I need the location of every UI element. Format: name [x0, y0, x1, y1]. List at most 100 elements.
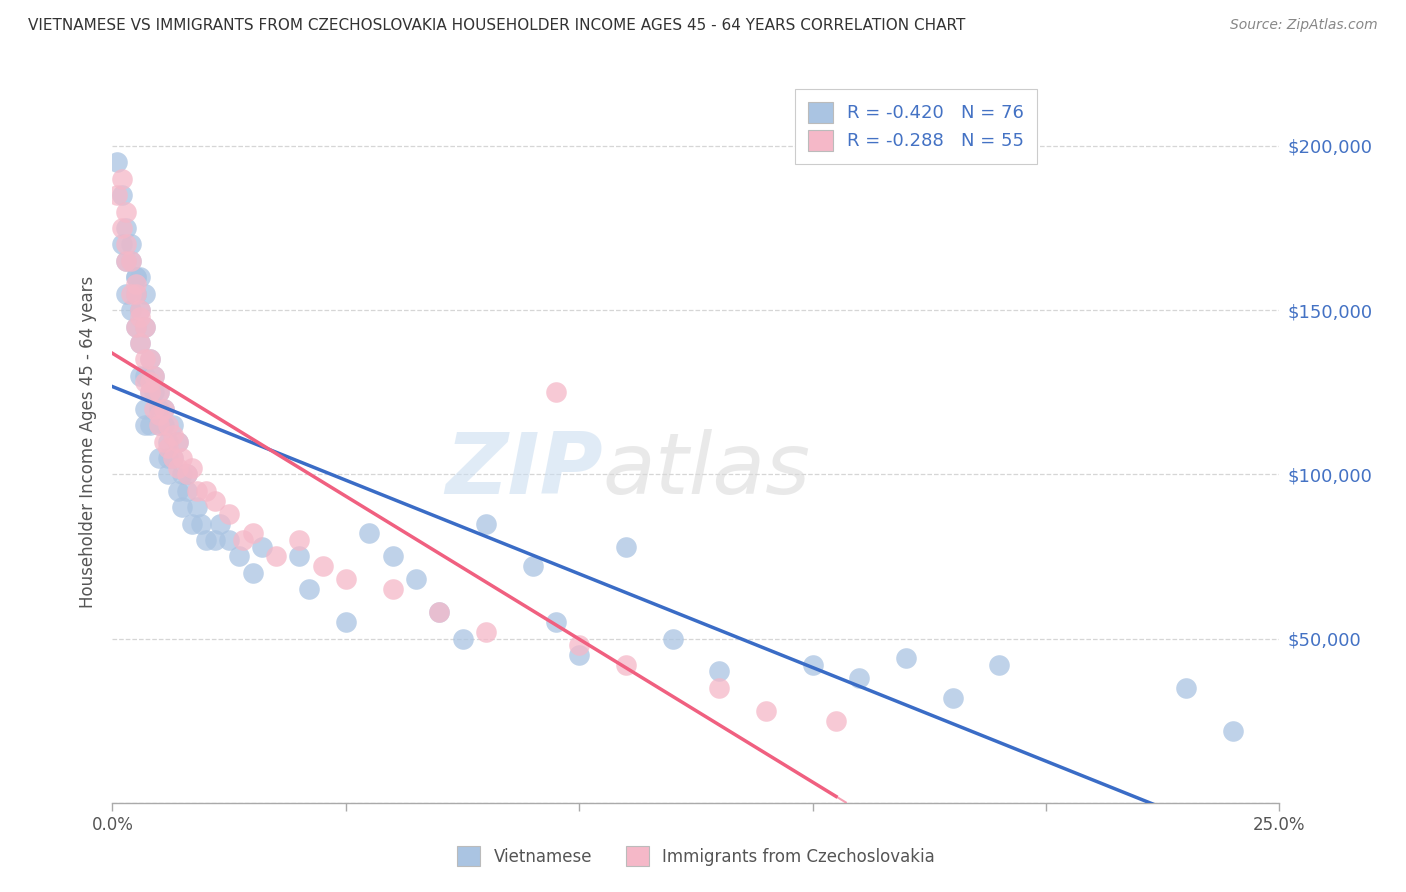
Point [801, 657, 824, 672]
Point [359, 526, 381, 541]
Point [186, 500, 208, 515]
Point [544, 615, 567, 630]
Point [153, 401, 176, 416]
Point [115, 253, 138, 268]
Point [120, 303, 142, 318]
Point [157, 450, 180, 465]
Point [120, 237, 142, 252]
Point [568, 648, 591, 662]
Point [381, 582, 404, 597]
Point [105, 188, 128, 202]
Point [129, 270, 152, 285]
Point [143, 368, 166, 383]
Point [157, 441, 180, 455]
Text: atlas: atlas [603, 429, 811, 512]
Point [172, 450, 194, 465]
Point [139, 418, 162, 433]
Point [894, 651, 917, 665]
Point [427, 605, 450, 619]
Point [218, 533, 240, 547]
Point [427, 605, 450, 619]
Point [134, 418, 156, 433]
Point [157, 434, 180, 449]
Point [148, 409, 170, 423]
Point [148, 418, 170, 433]
Point [139, 385, 162, 400]
Point [180, 516, 202, 531]
Point [129, 303, 152, 318]
Point [218, 507, 240, 521]
Point [162, 450, 184, 465]
Point [111, 171, 134, 186]
Point [148, 450, 170, 465]
Point [143, 401, 166, 416]
Point [335, 615, 357, 630]
Point [176, 467, 198, 482]
Point [172, 500, 194, 515]
Point [297, 582, 319, 597]
Point [125, 277, 148, 291]
Point [335, 573, 357, 587]
Point [115, 221, 138, 235]
Text: VIETNAMESE VS IMMIGRANTS FROM CZECHOSLOVAKIA HOUSEHOLDER INCOME AGES 45 - 64 YEA: VIETNAMESE VS IMMIGRANTS FROM CZECHOSLOV… [28, 18, 966, 33]
Point [105, 155, 128, 169]
Point [194, 483, 217, 498]
Point [250, 540, 273, 554]
Point [148, 401, 170, 416]
Point [134, 376, 156, 390]
Point [120, 253, 142, 268]
Point [405, 573, 427, 587]
Point [129, 336, 152, 351]
Point [208, 516, 231, 531]
Point [139, 376, 162, 390]
Point [129, 303, 152, 318]
Point [134, 319, 156, 334]
Point [111, 221, 134, 235]
Point [148, 418, 170, 433]
Point [139, 352, 162, 367]
Point [1175, 681, 1198, 695]
Point [125, 319, 148, 334]
Point [125, 286, 148, 301]
Point [204, 493, 226, 508]
Point [153, 434, 176, 449]
Point [544, 385, 567, 400]
Y-axis label: Householder Income Ages 45 - 64 years: Householder Income Ages 45 - 64 years [79, 276, 97, 607]
Point [288, 533, 311, 547]
Point [311, 559, 333, 574]
Point [194, 533, 217, 547]
Point [162, 450, 184, 465]
Point [942, 690, 965, 705]
Point [204, 533, 226, 547]
Point [125, 286, 148, 301]
Point [129, 368, 152, 383]
Point [134, 401, 156, 416]
Point [115, 204, 138, 219]
Point [176, 483, 198, 498]
Point [162, 428, 184, 442]
Point [153, 418, 176, 433]
Point [166, 483, 188, 498]
Point [988, 657, 1011, 672]
Point [148, 385, 170, 400]
Text: Source: ZipAtlas.com: Source: ZipAtlas.com [1230, 18, 1378, 32]
Point [120, 253, 142, 268]
Point [148, 385, 170, 400]
Point [139, 385, 162, 400]
Point [166, 460, 188, 475]
Point [125, 319, 148, 334]
Point [228, 549, 250, 564]
Point [129, 310, 152, 324]
Point [709, 665, 731, 679]
Point [134, 286, 156, 301]
Point [1222, 723, 1244, 738]
Point [125, 270, 148, 285]
Legend: Vietnamese, Immigrants from Czechoslovakia: Vietnamese, Immigrants from Czechoslovak… [449, 838, 943, 874]
Point [242, 566, 264, 580]
Point [115, 253, 138, 268]
Point [568, 638, 591, 652]
Point [475, 516, 498, 531]
Point [153, 401, 176, 416]
Point [157, 467, 180, 482]
Point [143, 368, 166, 383]
